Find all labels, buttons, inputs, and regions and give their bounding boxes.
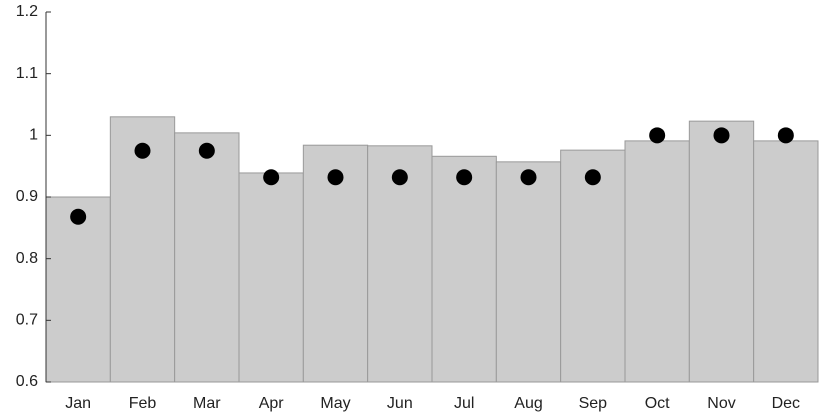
y-tick-label: 0.7 bbox=[16, 312, 38, 329]
dot bbox=[584, 169, 601, 186]
bar bbox=[238, 172, 304, 383]
y-tick-label: 0.9 bbox=[16, 188, 38, 205]
dot bbox=[456, 169, 473, 186]
x-tick-label: Sep bbox=[579, 395, 608, 412]
dot bbox=[134, 142, 151, 159]
dot bbox=[327, 169, 344, 186]
x-tick-label: Nov bbox=[707, 395, 735, 412]
dot bbox=[649, 127, 666, 144]
bar bbox=[688, 120, 755, 383]
dot bbox=[391, 169, 408, 186]
bar bbox=[495, 161, 562, 383]
x-tick-label: Jan bbox=[65, 395, 91, 412]
y-tick-label: 1 bbox=[29, 127, 38, 144]
bar bbox=[174, 132, 240, 383]
bar bbox=[560, 149, 626, 383]
dot bbox=[777, 127, 794, 144]
x-tick-label: Oct bbox=[645, 395, 670, 412]
bar bbox=[753, 140, 819, 383]
dot bbox=[198, 142, 215, 159]
x-tick-label: May bbox=[320, 395, 350, 412]
dot bbox=[70, 208, 87, 225]
bar bbox=[45, 196, 111, 383]
x-tick-label: Feb bbox=[129, 395, 157, 412]
dot bbox=[713, 127, 730, 144]
bar bbox=[624, 140, 690, 383]
bar bbox=[431, 155, 497, 383]
y-tick-label: 1.2 bbox=[16, 3, 38, 20]
dot bbox=[263, 169, 280, 186]
x-tick-label: Dec bbox=[772, 395, 800, 412]
y-tick-label: 1.1 bbox=[16, 65, 38, 82]
y-tick-label: 0.6 bbox=[16, 373, 38, 390]
dot bbox=[520, 169, 537, 186]
y-tick-label: 0.8 bbox=[16, 250, 38, 267]
x-tick-label: Apr bbox=[259, 395, 285, 412]
bar bbox=[109, 116, 176, 383]
x-tick-label: Mar bbox=[193, 395, 221, 412]
x-tick-label: Jul bbox=[454, 395, 474, 412]
x-tick-label: Jun bbox=[387, 395, 413, 412]
x-tick-label: Aug bbox=[514, 395, 542, 412]
